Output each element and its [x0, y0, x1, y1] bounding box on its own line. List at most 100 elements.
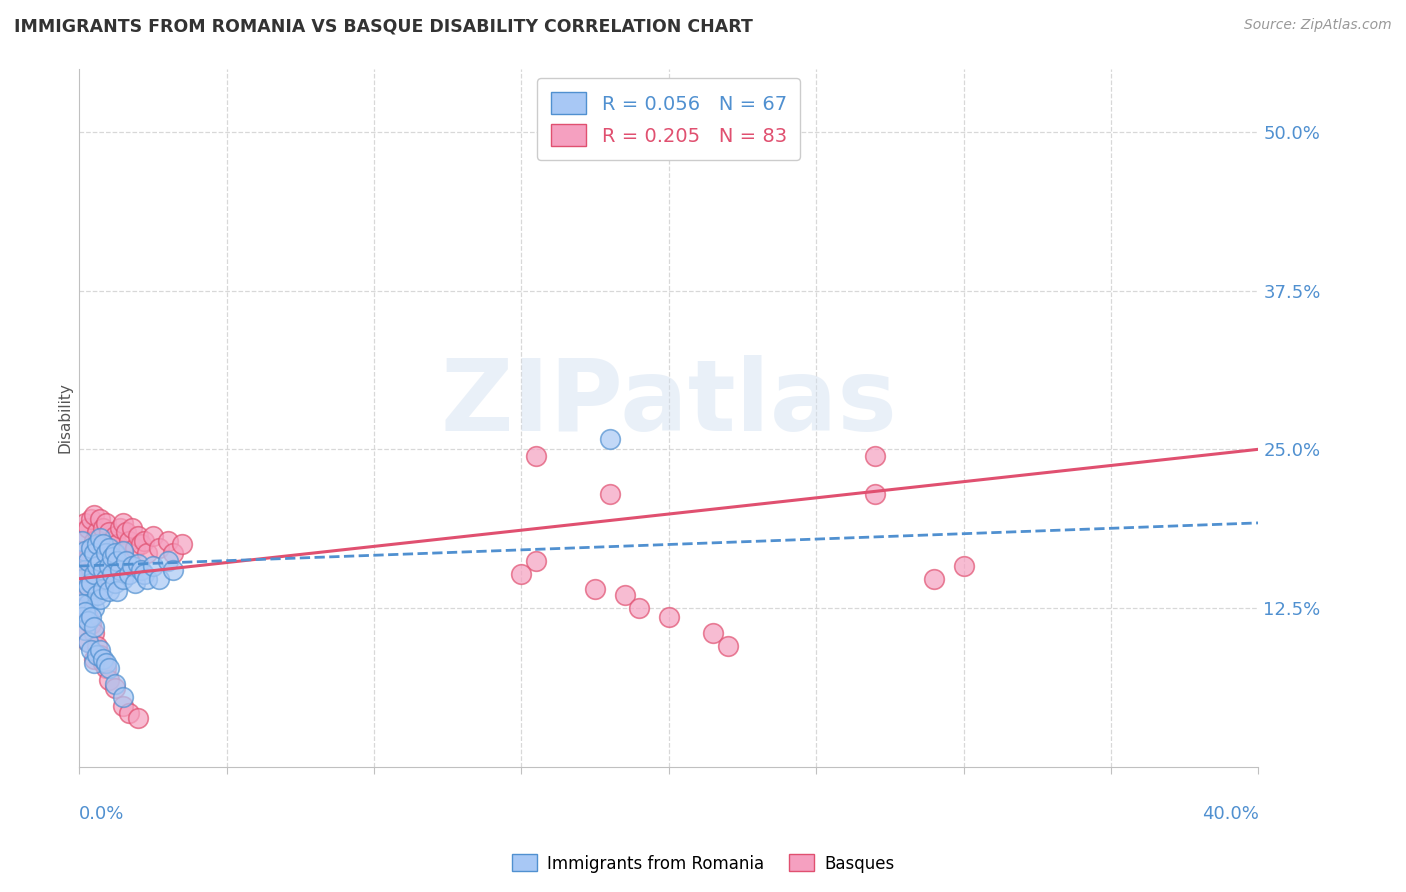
Point — [73, 572, 96, 586]
Point — [89, 531, 111, 545]
Point — [94, 660, 117, 674]
Point — [110, 563, 132, 577]
Point — [83, 508, 105, 523]
Point — [97, 554, 120, 568]
Point — [70, 597, 93, 611]
Point — [103, 554, 125, 568]
Point — [100, 566, 122, 581]
Point — [97, 660, 120, 674]
Point — [112, 546, 135, 560]
Point — [83, 566, 105, 581]
Point — [86, 537, 108, 551]
Point — [97, 673, 120, 688]
Point — [103, 681, 125, 695]
Point — [83, 559, 105, 574]
Point — [103, 528, 125, 542]
Point — [77, 635, 100, 649]
Point — [97, 541, 120, 556]
Point — [86, 559, 108, 574]
Point — [70, 554, 93, 568]
Point — [599, 432, 621, 446]
Point — [156, 533, 179, 548]
Point — [112, 698, 135, 713]
Point — [94, 546, 117, 560]
Point — [89, 643, 111, 657]
Point — [73, 623, 96, 637]
Point — [583, 582, 606, 596]
Point — [100, 563, 122, 577]
Point — [80, 643, 103, 657]
Point — [717, 639, 740, 653]
Point — [70, 524, 93, 539]
Legend: R = 0.056   N = 67, R = 0.205   N = 83: R = 0.056 N = 67, R = 0.205 N = 83 — [537, 78, 800, 160]
Point — [115, 554, 138, 568]
Point — [77, 579, 100, 593]
Point — [94, 516, 117, 530]
Point — [148, 541, 170, 556]
Point — [583, 137, 606, 152]
Point — [77, 579, 100, 593]
Point — [70, 594, 93, 608]
Point — [70, 575, 93, 590]
Point — [97, 524, 120, 539]
Point — [80, 575, 103, 590]
Point — [112, 690, 135, 704]
Text: ZIPatlas: ZIPatlas — [440, 355, 897, 452]
Point — [73, 516, 96, 530]
Point — [91, 656, 114, 670]
Point — [89, 512, 111, 526]
Point — [129, 537, 152, 551]
Point — [97, 559, 120, 574]
Point — [89, 592, 111, 607]
Point — [77, 614, 100, 628]
Point — [148, 572, 170, 586]
Point — [162, 563, 184, 577]
Point — [73, 605, 96, 619]
Point — [103, 546, 125, 560]
Point — [162, 546, 184, 560]
Point — [142, 528, 165, 542]
Point — [73, 544, 96, 558]
Point — [91, 550, 114, 565]
Point — [132, 533, 155, 548]
Point — [136, 572, 159, 586]
Point — [127, 557, 149, 571]
Point — [73, 584, 96, 599]
Point — [863, 486, 886, 500]
Point — [89, 554, 111, 568]
Point — [83, 533, 105, 548]
Point — [100, 550, 122, 565]
Point — [73, 601, 96, 615]
Y-axis label: Disability: Disability — [58, 382, 72, 453]
Point — [80, 541, 103, 556]
Point — [124, 575, 146, 590]
Point — [107, 584, 129, 599]
Point — [70, 610, 93, 624]
Point — [628, 601, 651, 615]
Point — [142, 559, 165, 574]
Point — [86, 639, 108, 653]
Point — [599, 486, 621, 500]
Point — [89, 537, 111, 551]
Point — [94, 546, 117, 560]
Point — [77, 635, 100, 649]
Point — [136, 546, 159, 560]
Point — [112, 544, 135, 558]
Point — [86, 588, 108, 602]
Point — [80, 541, 103, 556]
Point — [77, 521, 100, 535]
Point — [510, 566, 533, 581]
Point — [83, 626, 105, 640]
Point — [83, 651, 105, 665]
Point — [103, 575, 125, 590]
Point — [91, 537, 114, 551]
Point — [91, 563, 114, 577]
Text: 0.0%: 0.0% — [79, 805, 125, 823]
Point — [107, 554, 129, 568]
Point — [118, 533, 141, 548]
Point — [127, 528, 149, 542]
Text: IMMIGRANTS FROM ROMANIA VS BASQUE DISABILITY CORRELATION CHART: IMMIGRANTS FROM ROMANIA VS BASQUE DISABI… — [14, 18, 754, 36]
Point — [107, 537, 129, 551]
Point — [91, 582, 114, 596]
Point — [80, 610, 103, 624]
